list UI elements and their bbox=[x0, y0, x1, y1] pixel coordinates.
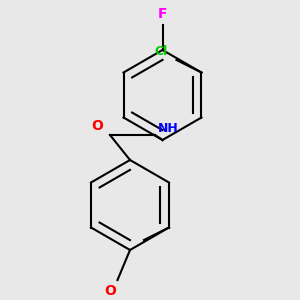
Text: O: O bbox=[104, 284, 116, 298]
Text: NH: NH bbox=[158, 122, 178, 136]
Text: Cl: Cl bbox=[155, 45, 168, 58]
Text: O: O bbox=[92, 119, 104, 133]
Text: F: F bbox=[158, 7, 167, 20]
